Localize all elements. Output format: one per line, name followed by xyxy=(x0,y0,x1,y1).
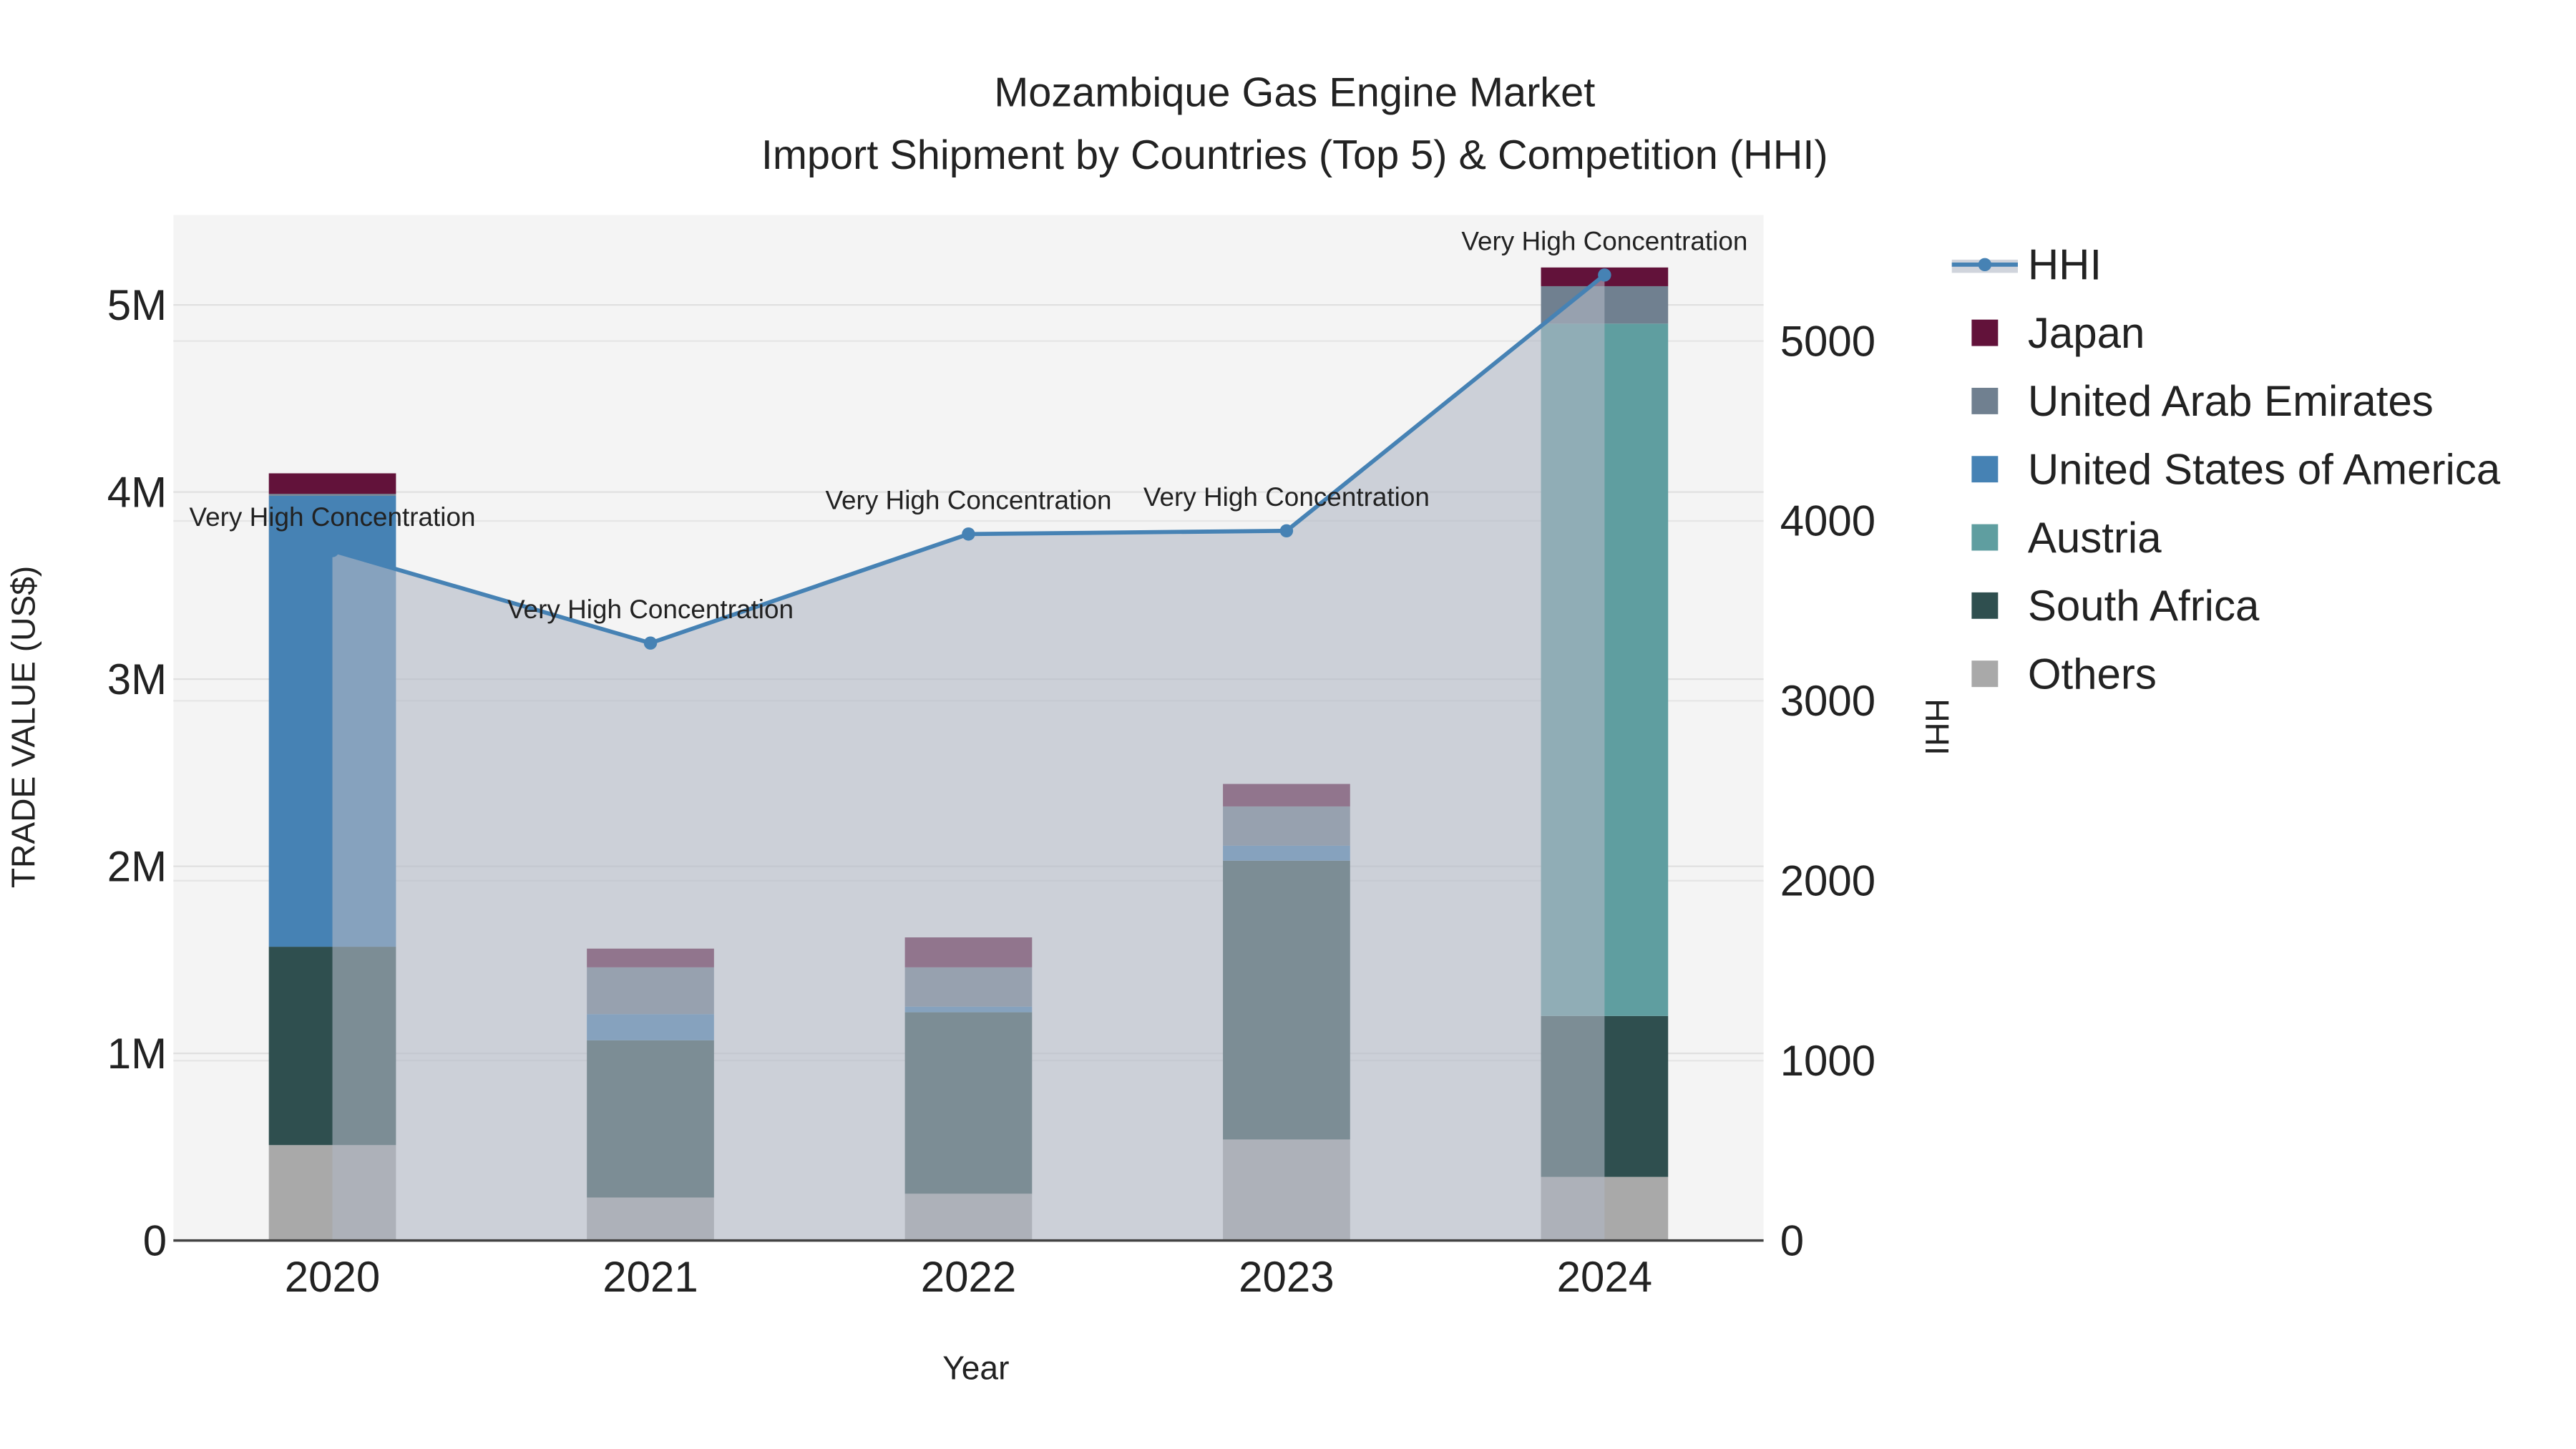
bar-united-arab-emirates xyxy=(268,494,396,496)
hhi-point xyxy=(962,527,975,541)
legend-swatch xyxy=(1971,456,1999,483)
y2-tick-label: 1000 xyxy=(1780,1037,1875,1085)
hhi-annotation: Very High Concentration xyxy=(825,486,1111,515)
hhi-annotation: Very High Concentration xyxy=(1143,482,1430,512)
hhi-point xyxy=(1598,268,1611,282)
legend-swatch xyxy=(1971,592,1999,619)
x-tick-label: 2023 xyxy=(1239,1253,1334,1301)
y-tick-label: 2M xyxy=(107,842,167,890)
legend-item-label: United Arab Emirates xyxy=(2028,377,2434,425)
legend-item-label: United States of America xyxy=(2028,445,2501,493)
legend-hhi-marker xyxy=(1978,258,1992,272)
legend-item-label: Japan xyxy=(2028,309,2145,357)
y2-tick-label: 5000 xyxy=(1780,317,1875,365)
x-axis-ticks: 2020 2021 2022 2023 2024 xyxy=(285,1253,1652,1301)
y2-tick-label: 0 xyxy=(1780,1216,1804,1264)
bar-japan xyxy=(268,473,396,494)
legend-swatch xyxy=(1971,319,1999,346)
legend: HHI Japan United Arab Emirates United State… xyxy=(1951,241,2501,698)
x-tick-label: 2020 xyxy=(285,1253,380,1301)
chart-title: Mozambique Gas Engine Market xyxy=(994,69,1595,115)
legend-item-label: HHI xyxy=(2028,241,2102,289)
y-axis-label: TRADE VALUE (US$) xyxy=(4,566,42,888)
y2-tick-label: 3000 xyxy=(1780,677,1875,725)
hhi-annotation: Very High Concentration xyxy=(1461,227,1747,256)
legend-swatch xyxy=(1971,524,1999,551)
chart-subtitle: Import Shipment by Countries (Top 5) & C… xyxy=(761,132,1828,178)
y-tick-label: 0 xyxy=(143,1216,167,1264)
y2-axis-label: HHI xyxy=(1918,698,1956,755)
hhi-area xyxy=(332,275,1605,1241)
hhi-area-fill xyxy=(332,275,1605,1241)
y-tick-label: 5M xyxy=(107,281,167,329)
legend-swatch xyxy=(1971,660,1999,688)
hhi-annotation: Very High Concentration xyxy=(190,502,476,532)
legend-item-label: Others xyxy=(2028,650,2157,698)
x-tick-label: 2024 xyxy=(1557,1253,1652,1301)
legend-swatch xyxy=(1971,387,1999,414)
hhi-point xyxy=(1279,524,1294,538)
y-tick-label: 3M xyxy=(107,655,167,703)
y-axis-ticks: 0 1M 2M 3M 4M 5M xyxy=(107,281,167,1265)
hhi-point xyxy=(643,636,658,650)
x-tick-label: 2021 xyxy=(602,1253,698,1301)
hhi-point xyxy=(326,544,339,557)
y-tick-label: 1M xyxy=(107,1030,167,1078)
x-tick-label: 2022 xyxy=(921,1253,1016,1301)
legend-item-label: Austria xyxy=(2028,514,2162,562)
y2-axis-ticks: 0 1000 2000 3000 4000 5000 xyxy=(1780,317,1875,1264)
y-tick-label: 4M xyxy=(107,468,167,516)
hhi-annotation: Very High Concentration xyxy=(507,595,794,624)
y2-tick-label: 2000 xyxy=(1780,857,1875,905)
legend-item-label: South Africa xyxy=(2028,582,2260,630)
hhi-line: Very High Concentration Very High Concent… xyxy=(190,227,1747,650)
x-axis-label: Year xyxy=(942,1350,1009,1387)
y2-tick-label: 4000 xyxy=(1780,497,1875,545)
